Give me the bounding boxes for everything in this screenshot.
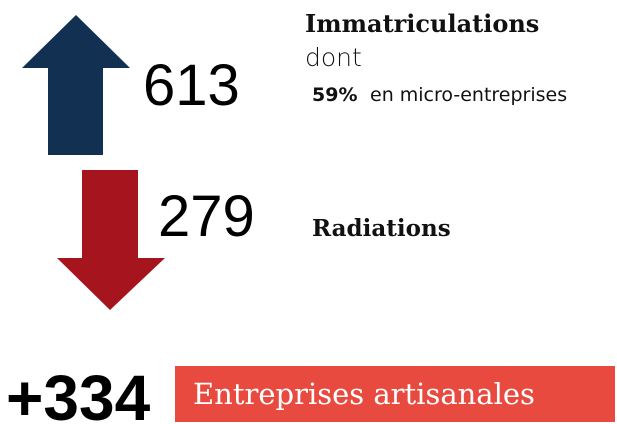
immatriculations-value: 613 [143,53,240,118]
solde-label: Entreprises artisanales [193,377,535,411]
immatriculations-label: Immatriculations [305,9,539,38]
share-value: 59% [312,84,357,106]
down-arrow [57,170,165,310]
share-label: en micro-entreprises [370,84,567,106]
radiations-label: Radiations [312,215,451,242]
up-arrow [22,15,130,155]
solde-banner [175,366,615,422]
dont-label: dont [305,43,362,72]
radiations-value: 279 [158,184,255,249]
solde-value: +334 [6,362,151,424]
